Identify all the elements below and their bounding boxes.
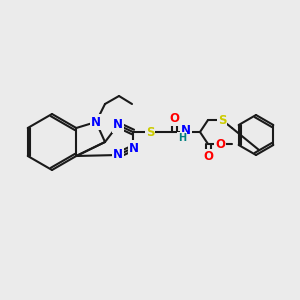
Text: N: N xyxy=(113,118,123,131)
Text: S: S xyxy=(218,113,226,127)
Text: S: S xyxy=(146,125,154,139)
Text: O: O xyxy=(215,137,225,151)
Text: N: N xyxy=(91,116,101,128)
Text: N: N xyxy=(113,148,123,161)
Text: O: O xyxy=(169,112,179,124)
Text: H: H xyxy=(178,133,186,143)
Text: N: N xyxy=(181,124,191,137)
Text: O: O xyxy=(203,151,213,164)
Text: N: N xyxy=(129,142,139,154)
